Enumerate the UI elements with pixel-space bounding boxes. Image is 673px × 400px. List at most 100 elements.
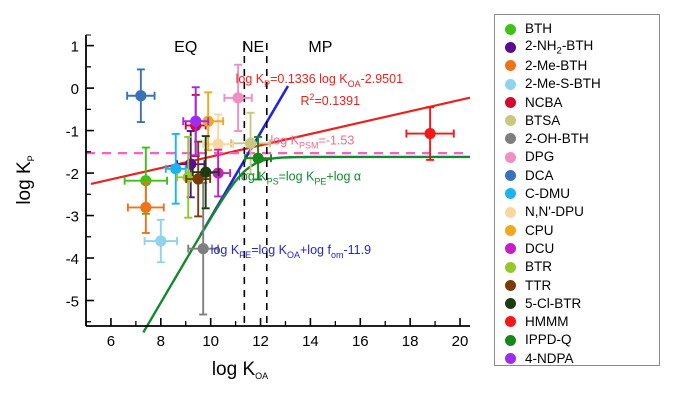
legend-item[interactable]: NCBA xyxy=(505,93,655,111)
y-tick-label: -3 xyxy=(66,209,79,226)
legend-color-swatch-icon xyxy=(505,78,516,90)
marker xyxy=(135,90,147,102)
marker xyxy=(155,235,167,247)
legend-item[interactable]: 2-OH-BTH xyxy=(505,130,655,148)
marker xyxy=(185,158,197,170)
legend-panel: BTH 2-NH2-BTH 2-Me-BTH 2-Me-S-BTH NCBA BTSA 2-… xyxy=(494,14,660,366)
legend-color-swatch-icon xyxy=(505,96,516,108)
legend-item-label: C-DMU xyxy=(525,186,570,202)
y-tick-label: 1 xyxy=(71,39,79,56)
legend-item[interactable]: C-DMU xyxy=(505,185,655,203)
marker xyxy=(252,152,264,164)
legend-item[interactable]: N,N'-DPU xyxy=(505,203,655,221)
x-tick-label: 10 xyxy=(202,333,219,350)
marker xyxy=(192,173,204,185)
legend-item[interactable]: BTH xyxy=(505,20,655,38)
legend-item[interactable]: BTSA xyxy=(505,111,655,129)
annotation-regression-equation: log KP=0.1336 log KOA-2.9501 xyxy=(236,72,403,89)
legend-color-swatch-icon xyxy=(505,23,516,35)
data-point-5-cl-btr[interactable] xyxy=(191,135,220,210)
y-tick-label: -2 xyxy=(66,166,79,183)
curve-kps-green xyxy=(142,155,470,333)
legend-color-swatch-icon xyxy=(505,261,516,273)
legend-item-label: 5-Cl-BTR xyxy=(525,295,582,311)
legend-item-label: CPU xyxy=(525,222,554,238)
data-point-hmmm[interactable] xyxy=(405,106,455,161)
annotation-r-squared: R2=0.1391 xyxy=(300,92,360,108)
y-tick-label: -5 xyxy=(66,294,79,311)
region-label-mp: MP xyxy=(308,39,332,56)
x-tick-label: 18 xyxy=(402,333,419,350)
x-axis-title: log KOA xyxy=(212,359,268,381)
data-point-2-me-bth[interactable] xyxy=(126,181,165,234)
marker xyxy=(244,137,257,149)
legend-color-swatch-icon xyxy=(505,60,516,72)
legend-color-swatch-icon xyxy=(505,298,516,310)
legend-item-label: 2-Me-S-BTH xyxy=(525,76,601,92)
legend-item[interactable]: IPPD-Q xyxy=(505,331,655,349)
legend-item[interactable]: DPG xyxy=(505,148,655,166)
marker xyxy=(190,115,202,127)
legend-item-label: BTSA xyxy=(525,112,561,128)
legend-color-swatch-icon xyxy=(505,279,516,291)
marker xyxy=(197,243,209,255)
legend-item[interactable]: 2-NH2-BTH xyxy=(505,38,655,56)
data-point-2-me-s-bth[interactable] xyxy=(143,218,178,264)
legend-item[interactable]: 5-Cl-BTR xyxy=(505,294,655,312)
legend-item[interactable]: BTR xyxy=(505,258,655,276)
legend-item-label: DPG xyxy=(525,149,555,165)
legend-item-label: 2-Me-BTH xyxy=(525,57,588,73)
legend-item[interactable]: CPU xyxy=(505,221,655,239)
legend-item-label: 2-OH-BTH xyxy=(525,131,589,147)
data-point-dca[interactable] xyxy=(126,68,156,124)
legend-item-label: IPPD-Q xyxy=(525,332,572,348)
data-point-btsa[interactable] xyxy=(230,111,271,175)
legend-color-swatch-icon xyxy=(505,151,516,163)
legend-item[interactable]: HMMM xyxy=(505,313,655,331)
annotation-kpe: log KPE=log KOA+log fom-11.9 xyxy=(211,243,371,260)
legend-item[interactable]: 2-Me-BTH xyxy=(505,57,655,75)
legend-color-swatch-icon xyxy=(505,188,516,200)
legend-item-label: 4-NDPA xyxy=(525,350,574,366)
legend-color-swatch-icon xyxy=(505,316,516,328)
legend-item-label: 2-NH2-BTH xyxy=(525,37,594,57)
data-point-dpg[interactable] xyxy=(223,63,253,132)
data-point-c-dmu[interactable] xyxy=(164,133,187,205)
y-tick-label: -4 xyxy=(66,251,79,268)
annotation-kpsm: log KPSM=-1.53 xyxy=(271,134,355,151)
legend-item[interactable]: 4-NDPA xyxy=(505,349,655,367)
marker xyxy=(170,163,182,175)
x-tick-label: 20 xyxy=(452,333,469,350)
legend-item-label: DCU xyxy=(525,240,555,256)
legend-item[interactable]: DCU xyxy=(505,240,655,258)
legend-color-swatch-icon xyxy=(505,224,516,236)
legend-item-label: NCBA xyxy=(525,94,563,110)
data-point-ippd-q[interactable] xyxy=(244,136,272,181)
legend-item-label: TTR xyxy=(525,277,552,293)
legend-color-swatch-icon xyxy=(505,133,516,145)
x-tick-label: 6 xyxy=(107,333,115,350)
legend-color-swatch-icon xyxy=(505,170,516,182)
data-point-4-ndpa[interactable] xyxy=(182,86,210,157)
legend-item-label: BTR xyxy=(525,259,552,275)
legend-color-swatch-icon xyxy=(505,243,516,255)
x-tick-label: 8 xyxy=(157,333,165,350)
legend-item[interactable]: DCA xyxy=(505,166,655,184)
marker xyxy=(212,138,224,150)
marker xyxy=(140,175,152,187)
legend-color-swatch-icon xyxy=(505,206,516,218)
marker xyxy=(200,166,212,178)
x-tick-label: 16 xyxy=(352,333,369,350)
legend-item-label: N,N'-DPU xyxy=(525,204,584,220)
legend-item[interactable]: 2-Me-S-BTH xyxy=(505,75,655,93)
legend-list: BTH 2-NH2-BTH 2-Me-BTH 2-Me-S-BTH NCBA BTSA 2-… xyxy=(505,20,655,368)
y-axis-title: log KP xyxy=(14,155,36,204)
legend-color-swatch-icon xyxy=(505,352,516,364)
y-tick-label: -1 xyxy=(66,124,79,141)
marker xyxy=(232,92,244,104)
plot-area: 6 8 10 12 14 16 18 20 1 0 -1 -2 -3 -4 -5 log KOA log KP E… xyxy=(14,34,471,381)
legend-item[interactable]: TTR xyxy=(505,276,655,294)
region-label-ne: NE xyxy=(242,39,264,56)
